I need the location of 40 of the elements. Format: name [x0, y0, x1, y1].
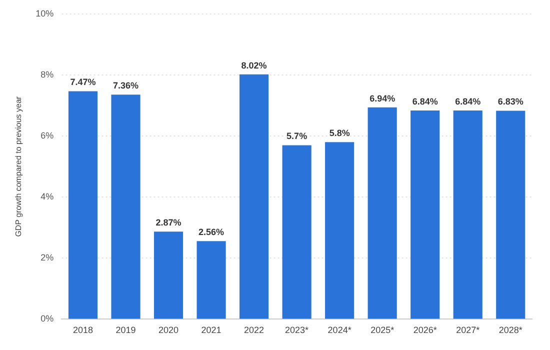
data-label: 6.83%	[498, 96, 524, 107]
y-tick-label: 10%	[36, 8, 54, 18]
bar	[410, 110, 440, 319]
bar	[196, 241, 226, 319]
bar	[111, 94, 140, 319]
data-label: 7.36%	[112, 80, 139, 91]
x-tick-label: 2019	[116, 325, 136, 336]
data-label: 5.8%	[329, 128, 350, 138]
bar	[453, 110, 482, 319]
x-tick-label: 2021	[201, 325, 222, 336]
x-tick-label: 2022	[244, 325, 264, 336]
data-label: 2.56%	[198, 227, 224, 238]
x-tick-label: 2026*	[413, 325, 438, 336]
x-tick-label: 2023*	[285, 325, 310, 336]
y-tick-label: 0%	[40, 314, 54, 324]
bar	[282, 145, 312, 319]
x-tick-label: 2024*	[328, 325, 352, 336]
x-tick-label: 2020	[158, 325, 179, 336]
x-tick-label: 2027*	[456, 325, 480, 336]
x-tick-label: 2028*	[498, 325, 523, 336]
x-tick-label: 2025*	[370, 325, 395, 336]
bar	[325, 142, 354, 319]
data-label: 2.87%	[156, 218, 182, 228]
data-label: 7.47%	[70, 77, 96, 88]
data-label: 8.02%	[241, 60, 267, 70]
data-label: 6.84%	[412, 96, 438, 106]
y-tick-label: 4%	[40, 192, 54, 202]
y-tick-label: 8%	[40, 70, 54, 80]
data-label: 5.7%	[286, 131, 308, 142]
y-tick-label: 6%	[40, 130, 54, 141]
bar	[496, 110, 526, 319]
bar	[68, 91, 98, 319]
data-label: 6.94%	[370, 93, 396, 104]
x-tick-label: 2018	[72, 325, 94, 336]
bar	[240, 74, 269, 319]
bar	[154, 232, 184, 319]
y-tick-label: 2%	[40, 252, 54, 263]
data-label: 6.84%	[455, 96, 481, 106]
y-axis-title: GDP growth compared to previous year	[14, 96, 24, 237]
bar	[368, 107, 397, 319]
